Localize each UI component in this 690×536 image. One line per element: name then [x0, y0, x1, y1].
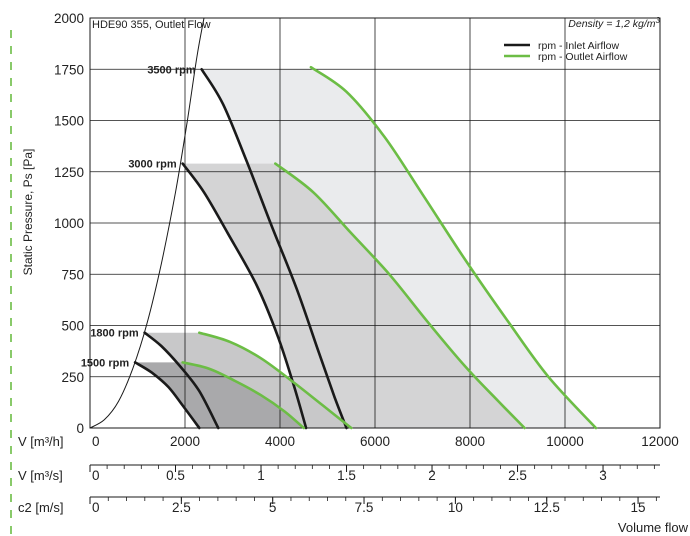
x-tick-label-0-4: 8000: [455, 434, 485, 449]
x-tick-label-2-3: 7.5: [355, 500, 374, 515]
y-tick-label-4: 1000: [54, 216, 84, 231]
inlet-curve-1: [181, 162, 308, 430]
outlet-curve-0: [309, 65, 598, 430]
x-tick-label-2-1: 2.5: [172, 500, 191, 515]
x-tick-label-1-2: 1: [257, 468, 265, 483]
x-tick-label-2-5: 12.5: [534, 500, 560, 515]
inlet-curve-3: [133, 361, 201, 430]
y-tick-label-8: 2000: [54, 11, 84, 26]
x-tick-label-2-0: 0: [92, 500, 100, 515]
y-tick-label-2: 500: [61, 319, 84, 334]
y-tick-label-3: 750: [61, 267, 84, 282]
outlet-curve-1: [274, 162, 526, 430]
y-tick-label-6: 1500: [54, 114, 84, 129]
y-tick-label-5: 1250: [54, 165, 84, 180]
rpm-label-3: 1500 rpm: [81, 357, 130, 369]
rpm-label-2: 1800 rpm: [90, 328, 139, 340]
plot-frame: [89, 17, 661, 429]
x-tick-label-0-3: 6000: [360, 434, 390, 449]
system-curve: [89, 17, 205, 429]
x-tick-label-1-0: 0: [92, 468, 100, 483]
operating-region-1: [182, 163, 525, 428]
operating-region-3: [135, 362, 304, 428]
chart-title: HDE90 355, Outlet Flow: [92, 19, 211, 31]
rpm-label-0: 3500 rpm: [147, 64, 196, 76]
x-axis-unit-0: V [m³/h]: [18, 434, 64, 449]
y-tick-label-0: 0: [76, 421, 84, 436]
outlet-curve-3: [181, 361, 306, 430]
y-tick-label-7: 1750: [54, 62, 84, 77]
legend-label-0: rpm - Inlet Airflow: [538, 40, 620, 52]
x-tick-label-1-6: 3: [599, 468, 607, 483]
y-axis-label: Static Pressure, Ps [Pa]: [21, 149, 35, 276]
rpm-label-1: 3000 rpm: [128, 159, 177, 171]
legend-label-1: rpm - Outlet Airflow: [538, 51, 628, 63]
x-tick-label-0-5: 10000: [546, 434, 584, 449]
x-axis-unit-1: V [m³/s]: [18, 468, 63, 483]
operating-region-0: [201, 67, 596, 428]
x-tick-label-1-3: 1.5: [337, 468, 356, 483]
outlet-curve-2: [198, 331, 353, 430]
x-tick-label-1-5: 2.5: [508, 468, 527, 483]
x-tick-label-0-6: 12000: [641, 434, 679, 449]
x-tick-label-2-2: 5: [269, 500, 277, 515]
x-tick-label-0-0: 0: [92, 434, 100, 449]
density-note: Density = 1,2 kg/m3: [568, 16, 660, 30]
x-axis-unit-2: c2 [m/s]: [18, 500, 64, 515]
x-tick-label-1-4: 2: [428, 468, 436, 483]
y-tick-label-1: 250: [61, 370, 84, 385]
x-tick-label-0-2: 4000: [265, 434, 295, 449]
x-tick-label-1-1: 0.5: [166, 468, 185, 483]
x-tick-label-2-6: 15: [631, 500, 646, 515]
x-axis-label: Volume flow: [618, 520, 689, 535]
inlet-curve-0: [200, 68, 348, 430]
x-tick-label-0-1: 2000: [170, 434, 200, 449]
inlet-curve-2: [143, 331, 220, 430]
x-tick-label-2-4: 10: [448, 500, 463, 515]
